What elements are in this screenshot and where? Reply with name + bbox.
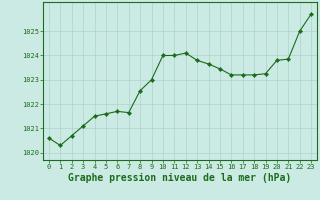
X-axis label: Graphe pression niveau de la mer (hPa): Graphe pression niveau de la mer (hPa) (68, 173, 292, 183)
